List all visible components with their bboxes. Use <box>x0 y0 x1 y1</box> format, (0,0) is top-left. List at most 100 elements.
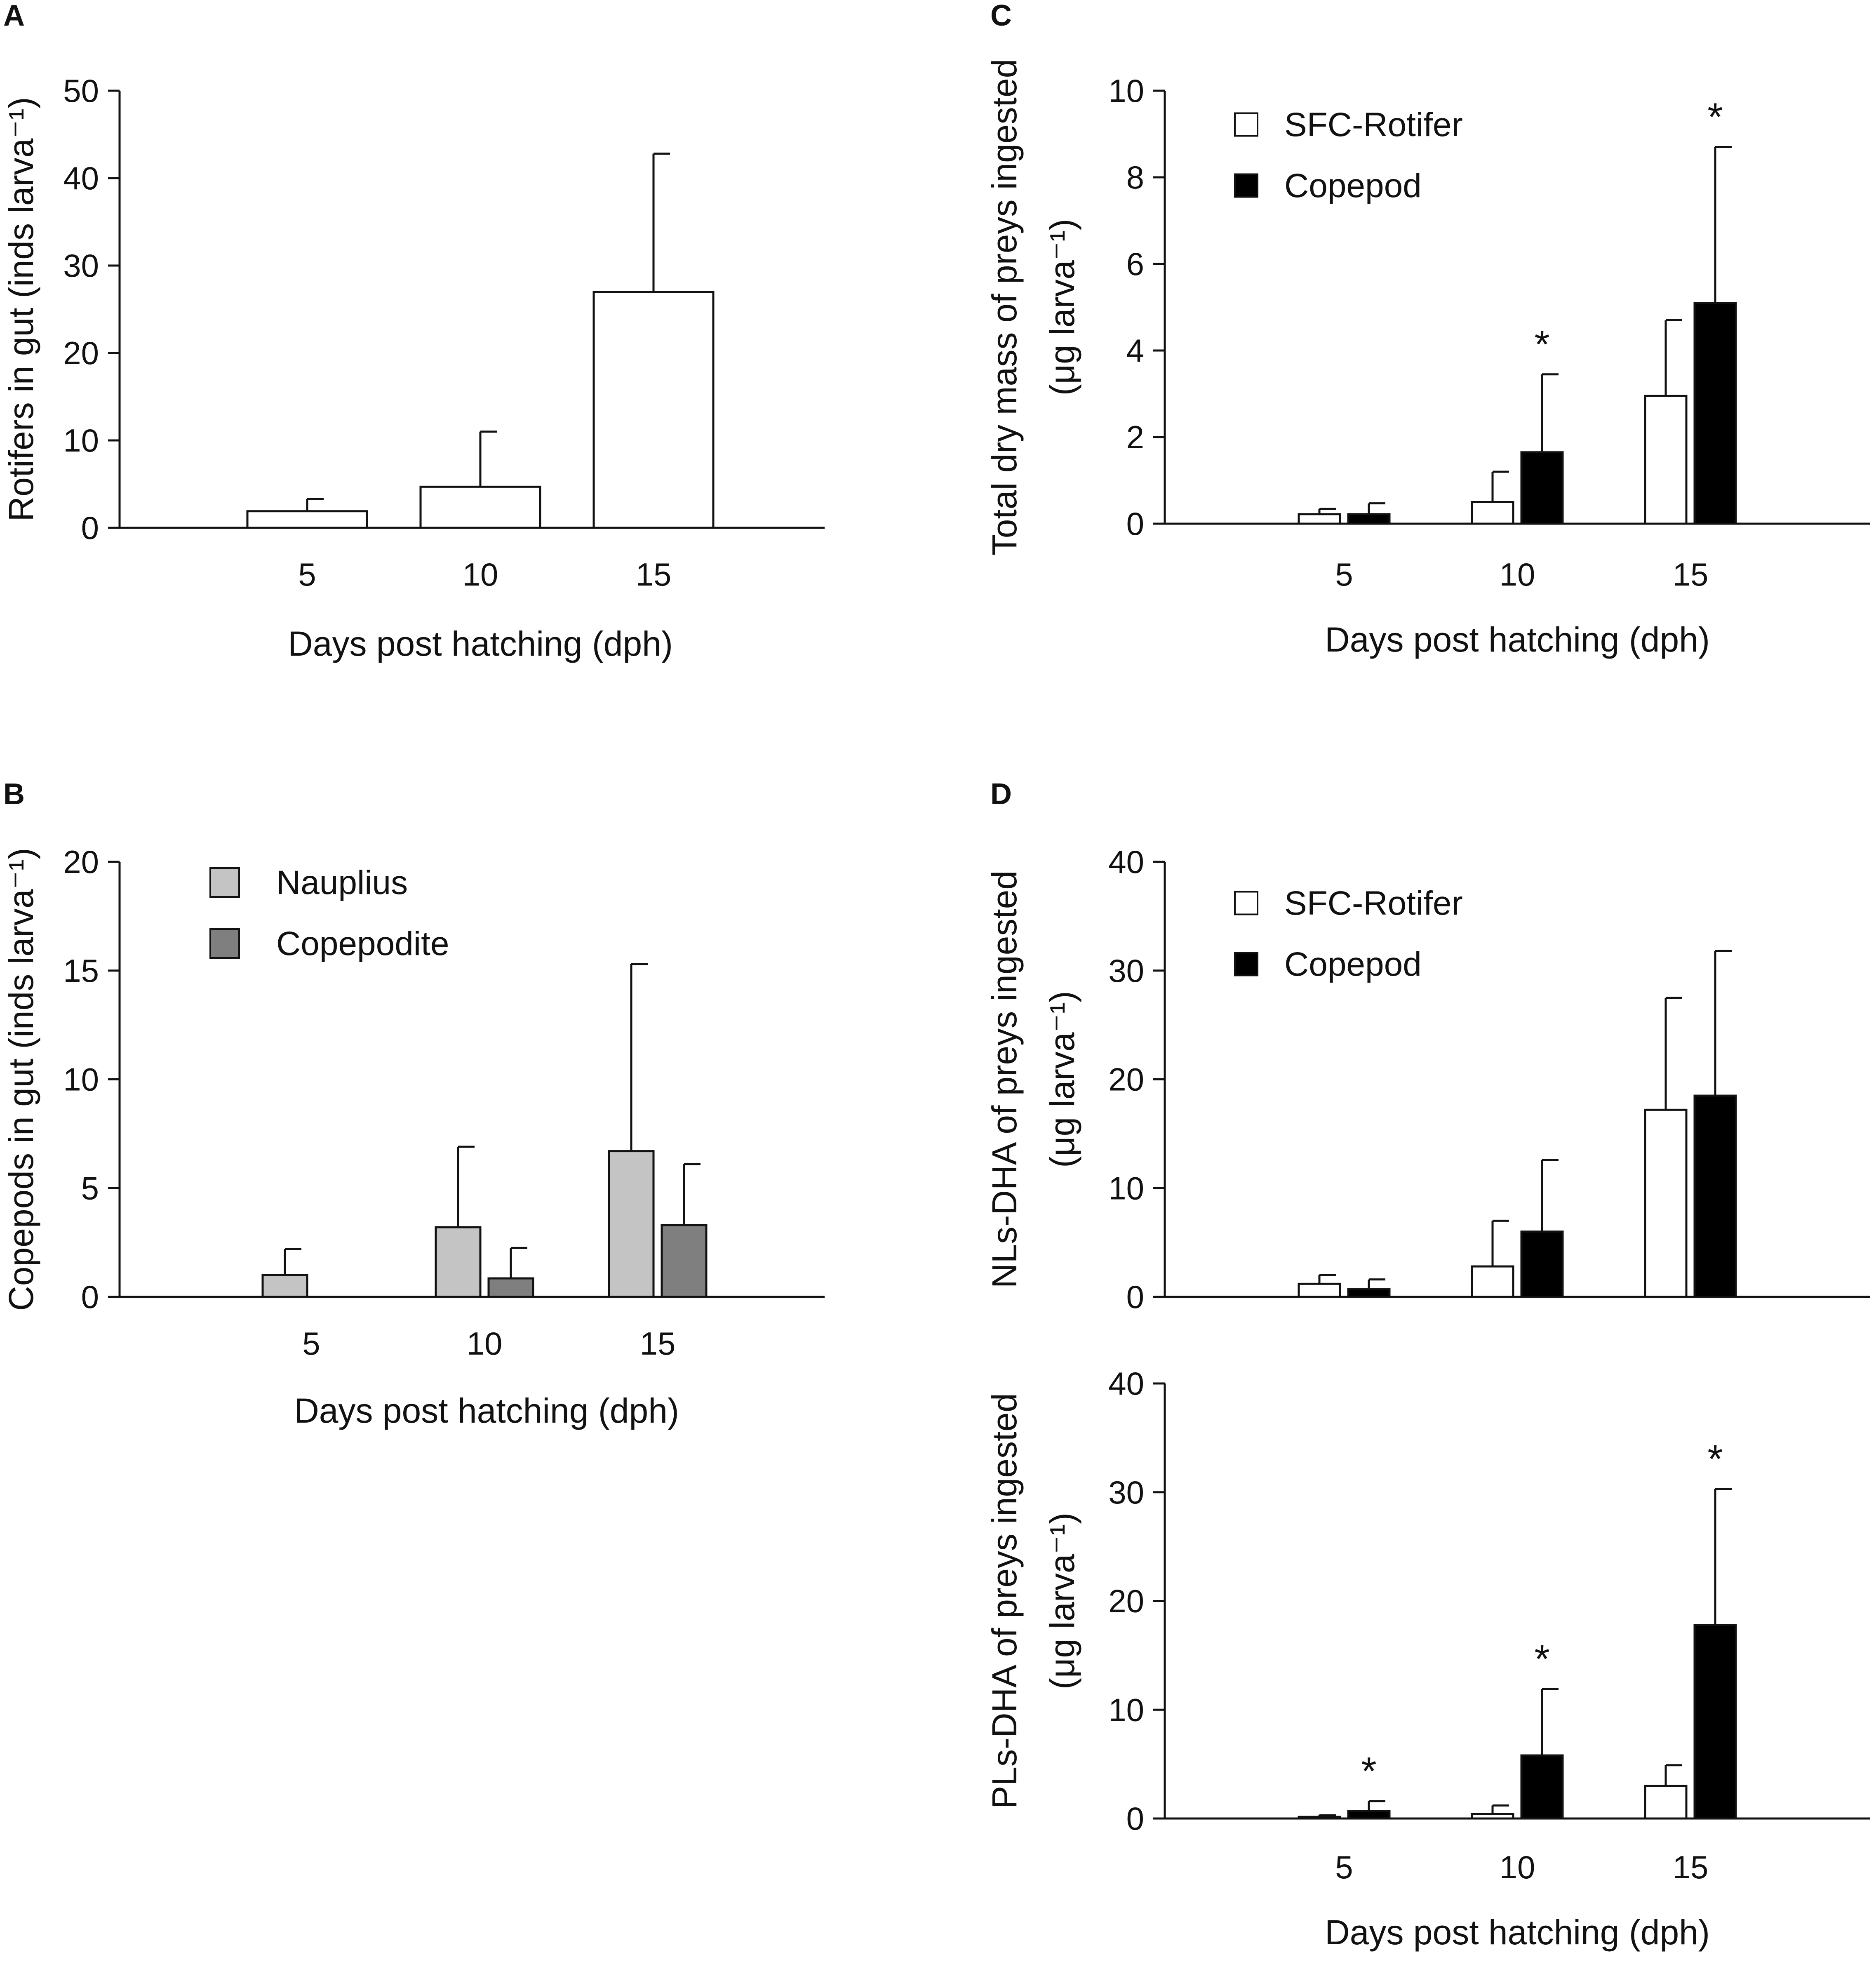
x-tick-label: 15 <box>1673 556 1709 593</box>
x-axis-title: Days post hatching (dph) <box>1325 620 1710 659</box>
bar <box>246 510 368 529</box>
significance-mark: * <box>1361 1749 1376 1793</box>
panel-letter-A: A <box>3 0 25 32</box>
y-tick-label: 10 <box>63 1061 99 1098</box>
bar <box>1471 1813 1514 1820</box>
bar <box>1298 1816 1341 1820</box>
legend-label: SFC-Rotifer <box>1284 106 1463 144</box>
chart-A: A 0 10 20 30 40 50 5 10 15 Rotifers in gut (inds l… <box>2 0 825 663</box>
bar <box>1347 1810 1391 1820</box>
y-tick-label: 0 <box>1126 1800 1144 1837</box>
x-tick-label: 15 <box>1673 1849 1709 1885</box>
panel-letter-D: D <box>990 778 1012 811</box>
bar <box>1347 513 1391 525</box>
legend-label: Nauplius <box>276 864 408 901</box>
bar <box>1347 1288 1391 1298</box>
x-tick-label: 5 <box>298 556 316 593</box>
x-tick-label: 15 <box>636 556 672 593</box>
bar <box>1520 1754 1564 1820</box>
y-tick-label: 20 <box>1108 1583 1144 1619</box>
x-tick-label: 5 <box>1335 556 1353 593</box>
y-tick-label: 40 <box>1108 844 1144 880</box>
bar <box>1298 1282 1341 1298</box>
legend-swatch <box>209 867 240 898</box>
x-tick-label: 10 <box>1500 1849 1535 1885</box>
y-tick-label: 4 <box>1126 332 1144 369</box>
y-axis-title: Rotifers in gut (inds larva⁻¹) <box>2 97 40 521</box>
y-tick-label: 0 <box>1126 506 1144 542</box>
legend-swatch <box>1234 891 1258 915</box>
bar <box>1644 395 1688 525</box>
y-axis-title: Total dry mass of preys ingested <box>985 59 1024 556</box>
x-tick-label: 5 <box>302 1325 320 1362</box>
y-tick-label: 20 <box>63 335 99 371</box>
y-tick-label: 10 <box>63 422 99 459</box>
y-axis-title-unit: (μg larva⁻¹) <box>1043 1513 1081 1689</box>
y-axis-title: NLs-DHA of preys ingested <box>985 870 1024 1288</box>
legend-label: SFC-Rotifer <box>1284 885 1463 922</box>
x-axis-title: Days post hatching (dph) <box>294 1391 679 1430</box>
significance-mark: * <box>1707 95 1723 139</box>
legend-swatch <box>1234 173 1258 198</box>
x-axis-title: Days post hatching (dph) <box>1325 1913 1710 1952</box>
x-tick-label: 15 <box>640 1325 676 1362</box>
y-tick-label: 5 <box>81 1170 99 1206</box>
y-axis-title-unit: (μg larva⁻¹) <box>1043 991 1081 1168</box>
x-axis-title: Days post hatching (dph) <box>288 624 673 663</box>
bar <box>1520 1230 1564 1298</box>
y-tick-label: 30 <box>63 247 99 284</box>
legend-swatch <box>1234 952 1258 976</box>
bar <box>1471 1265 1514 1298</box>
y-tick-label: 0 <box>81 510 99 546</box>
y-tick-label: 30 <box>1108 953 1144 989</box>
y-tick-label: 10 <box>1108 1170 1144 1206</box>
bar <box>1693 1624 1737 1820</box>
chart-D-bottom: 0 10 20 30 40 5 10 15 * * * PLs-DHA of preys ingest… <box>985 1365 1870 1952</box>
significance-mark: * <box>1707 1437 1723 1481</box>
y-tick-label: 10 <box>1108 1691 1144 1728</box>
y-tick-label: 0 <box>81 1279 99 1315</box>
y-tick-label: 30 <box>1108 1474 1144 1510</box>
bar <box>1693 302 1737 525</box>
y-tick-label: 2 <box>1126 419 1144 455</box>
y-tick-label: 40 <box>1108 1365 1144 1402</box>
y-tick-label: 10 <box>1108 73 1144 109</box>
bar <box>1520 451 1564 525</box>
y-tick-label: 6 <box>1126 246 1144 282</box>
bar <box>1471 501 1514 525</box>
y-axis-title-unit: (μg larva⁻¹) <box>1043 219 1081 396</box>
significance-mark: * <box>1534 322 1549 367</box>
significance-mark: * <box>1534 1637 1549 1681</box>
y-tick-label: 0 <box>1126 1279 1144 1315</box>
bar <box>261 1274 308 1298</box>
bar <box>487 1277 534 1298</box>
legend-swatch <box>209 928 240 959</box>
chart-B: B 0 5 10 15 20 5 10 15 Copepods in gut (inds larv… <box>2 778 825 1430</box>
x-tick-label: 10 <box>467 1325 503 1362</box>
y-tick-label: 40 <box>63 160 99 196</box>
chart-C: C 0 2 4 6 8 10 5 10 15 * * Total dry mass of preys i… <box>985 0 1870 659</box>
bar <box>592 291 715 529</box>
panel-letter-C: C <box>990 0 1012 32</box>
bar <box>661 1224 708 1298</box>
legend-label: Copepodite <box>276 925 449 962</box>
chart-D-top: D 0 10 20 30 40 NLs-DHA of preys ingested (μg l… <box>985 778 1870 1315</box>
y-tick-label: 20 <box>1108 1061 1144 1098</box>
y-tick-label: 15 <box>63 953 99 989</box>
bar <box>1644 1785 1688 1820</box>
x-tick-label: 10 <box>1500 556 1535 593</box>
legend-swatch <box>1234 112 1258 137</box>
bar <box>435 1226 482 1298</box>
y-tick-label: 20 <box>63 844 99 880</box>
x-tick-label: 10 <box>463 556 498 593</box>
y-axis-title: Copepods in gut (inds larva⁻¹) <box>2 848 40 1311</box>
y-axis-title: PLs-DHA of preys ingested <box>985 1393 1024 1809</box>
x-tick-label: 5 <box>1335 1849 1353 1885</box>
bar <box>1298 513 1341 525</box>
legend-label: Copepod <box>1284 946 1422 983</box>
panel-letter-B: B <box>3 778 25 811</box>
bar <box>419 485 541 529</box>
y-tick-label: 8 <box>1126 159 1144 195</box>
